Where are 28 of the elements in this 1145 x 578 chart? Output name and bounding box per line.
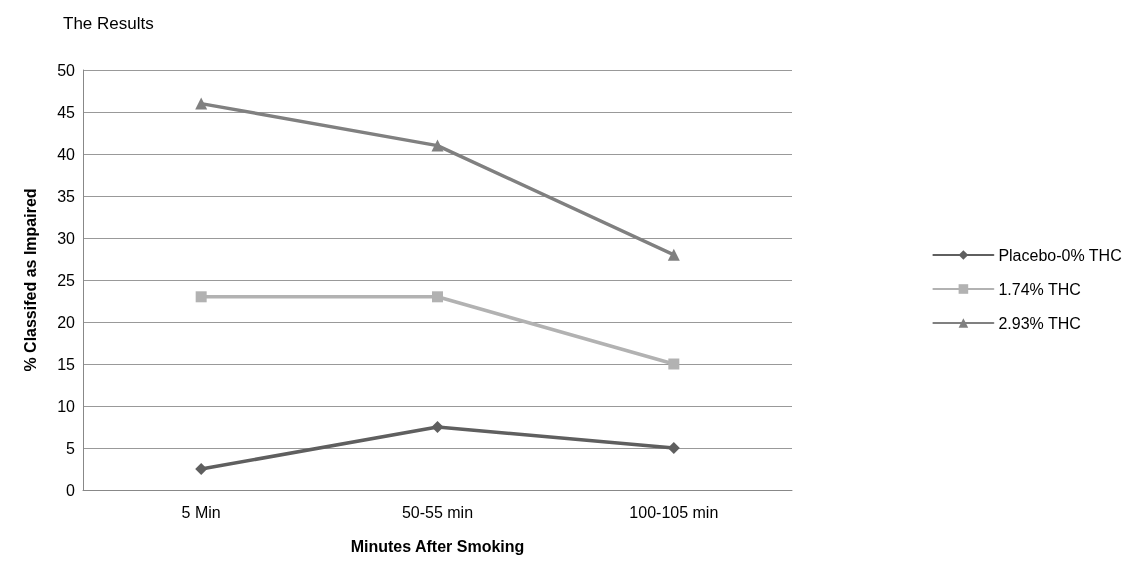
point xyxy=(195,291,207,303)
point xyxy=(668,358,680,370)
x-tick-label: 100-105 min xyxy=(629,503,719,521)
y-tick-label: 20 xyxy=(57,313,76,331)
y-tick-label: 40 xyxy=(57,145,76,163)
x-axis-title: Minutes After Smoking xyxy=(350,537,525,555)
legend-label: Placebo-0% THC xyxy=(998,246,1122,264)
point xyxy=(667,248,680,261)
y-tick-label: 50 xyxy=(57,61,76,79)
point xyxy=(432,291,443,303)
legend-label: 1.74% THC xyxy=(998,280,1081,298)
y-axis-title: % Classifed as Impaired xyxy=(21,188,39,372)
y-tick-label: 35 xyxy=(57,187,76,205)
legend-label: 2.93% THC xyxy=(998,314,1081,332)
point xyxy=(431,421,444,433)
y-tick-label: 0 xyxy=(66,481,76,499)
chart-title: The Results xyxy=(63,14,154,33)
x-tick-label: 5 Min xyxy=(181,503,221,521)
point xyxy=(195,463,208,475)
y-tick-label: 15 xyxy=(57,355,76,373)
point xyxy=(431,139,444,152)
y-tick-label: 45 xyxy=(57,103,76,121)
x-tick-label: 50-55 min xyxy=(401,503,474,521)
y-tick-label: 10 xyxy=(57,397,76,415)
y-tick-label: 5 xyxy=(66,439,76,457)
y-tick-label: 30 xyxy=(57,229,76,247)
point xyxy=(195,97,208,110)
y-tick-label: 25 xyxy=(57,271,76,289)
